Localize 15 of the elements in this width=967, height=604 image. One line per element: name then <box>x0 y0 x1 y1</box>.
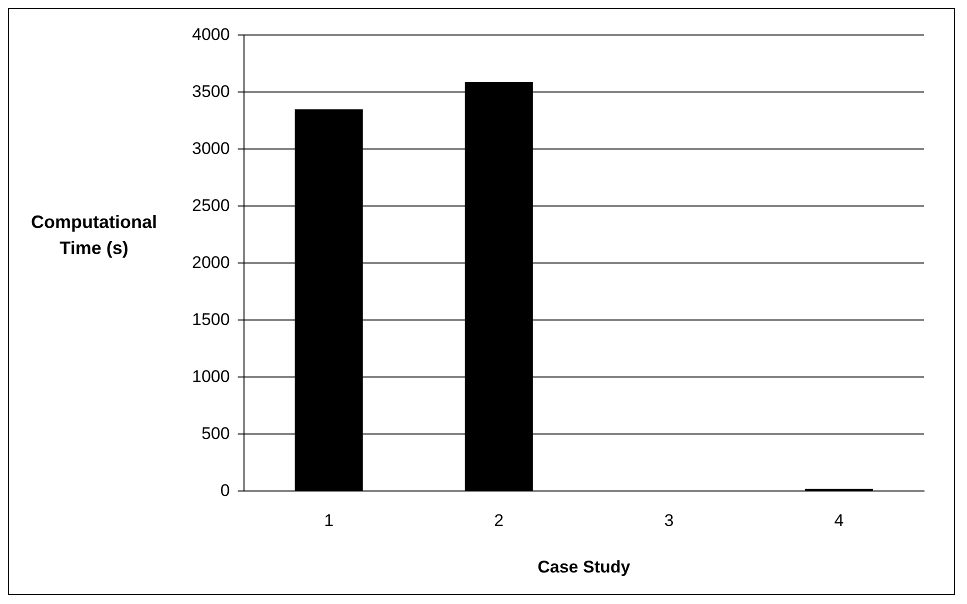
y-tick-label: 1500 <box>192 310 230 329</box>
y-tick-label: 2000 <box>192 252 230 272</box>
x-tick-label: 4 <box>834 511 844 530</box>
y-axis-title: Computational Time (s) <box>30 211 158 260</box>
x-tick-label: 2 <box>494 511 504 530</box>
y-tick-label: 3000 <box>192 138 230 158</box>
y-tick-label: 1000 <box>192 366 230 386</box>
x-tick-label: 3 <box>664 511 674 530</box>
y-tick-label: 2500 <box>192 196 230 215</box>
y-tick-label: 0 <box>220 480 230 500</box>
x-tick-label: 1 <box>324 511 334 530</box>
y-tick-label: 3500 <box>192 82 230 101</box>
y-tick-label: 4000 <box>192 24 230 44</box>
y-tick-label: 500 <box>201 424 230 443</box>
x-axis-title: Case Study <box>538 557 631 576</box>
